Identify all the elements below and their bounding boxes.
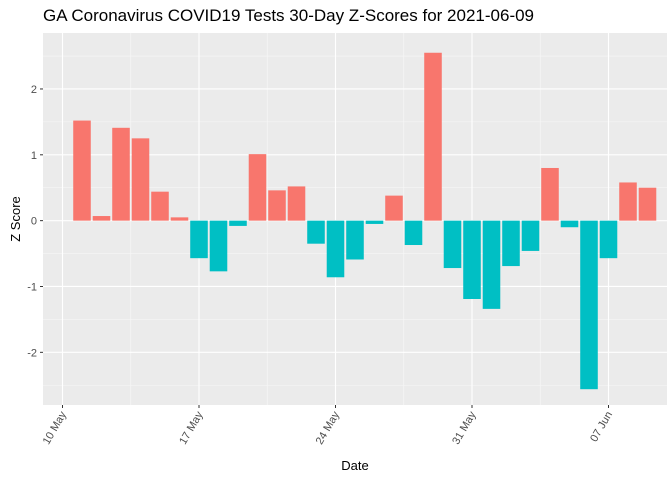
x-tick-label: 24 May	[314, 409, 343, 447]
bar	[619, 182, 637, 221]
bar	[580, 220, 598, 390]
bar	[287, 186, 306, 221]
y-tick-label: 0	[31, 216, 37, 228]
bar	[190, 220, 208, 259]
bar	[482, 220, 501, 309]
bar	[92, 216, 111, 221]
bar	[268, 190, 286, 221]
x-axis-title: Date	[341, 458, 368, 473]
y-axis: -2 -1 0 1 2	[27, 84, 43, 359]
x-axis: 10 May 17 May 24 May 31 May 07 Jun	[41, 405, 615, 447]
bar	[151, 191, 169, 221]
bar	[209, 220, 228, 272]
bar	[131, 138, 150, 221]
bar	[112, 127, 130, 221]
bar	[638, 187, 657, 221]
bar	[463, 220, 481, 299]
bar	[560, 220, 579, 228]
bar	[229, 220, 247, 226]
chart-title: GA Coronavirus COVID19 Tests 30-Day Z-Sc…	[43, 6, 534, 25]
bar	[73, 120, 91, 221]
bar	[346, 220, 364, 260]
bar	[521, 220, 540, 251]
bar	[599, 220, 618, 259]
bar	[541, 167, 559, 221]
bar	[326, 220, 345, 278]
bar	[307, 220, 325, 244]
y-tick-label: 1	[31, 150, 37, 162]
y-tick-label: -2	[27, 347, 37, 359]
bar	[404, 220, 423, 246]
bar	[424, 52, 442, 221]
bar	[248, 154, 267, 221]
bar	[385, 195, 403, 221]
bars	[73, 52, 657, 390]
x-tick-label: 31 May	[450, 409, 479, 447]
x-tick-label: 17 May	[177, 409, 206, 447]
y-tick-label: -1	[27, 281, 37, 293]
bar	[443, 220, 462, 269]
y-axis-title: Z Score	[8, 196, 23, 242]
x-tick-label: 10 May	[41, 409, 70, 447]
y-tick-label: 2	[31, 84, 37, 96]
bar	[170, 217, 189, 221]
x-tick-label: 07 Jun	[588, 410, 615, 445]
bar	[365, 220, 384, 224]
major-gridlines	[43, 33, 667, 405]
bar	[502, 220, 520, 267]
